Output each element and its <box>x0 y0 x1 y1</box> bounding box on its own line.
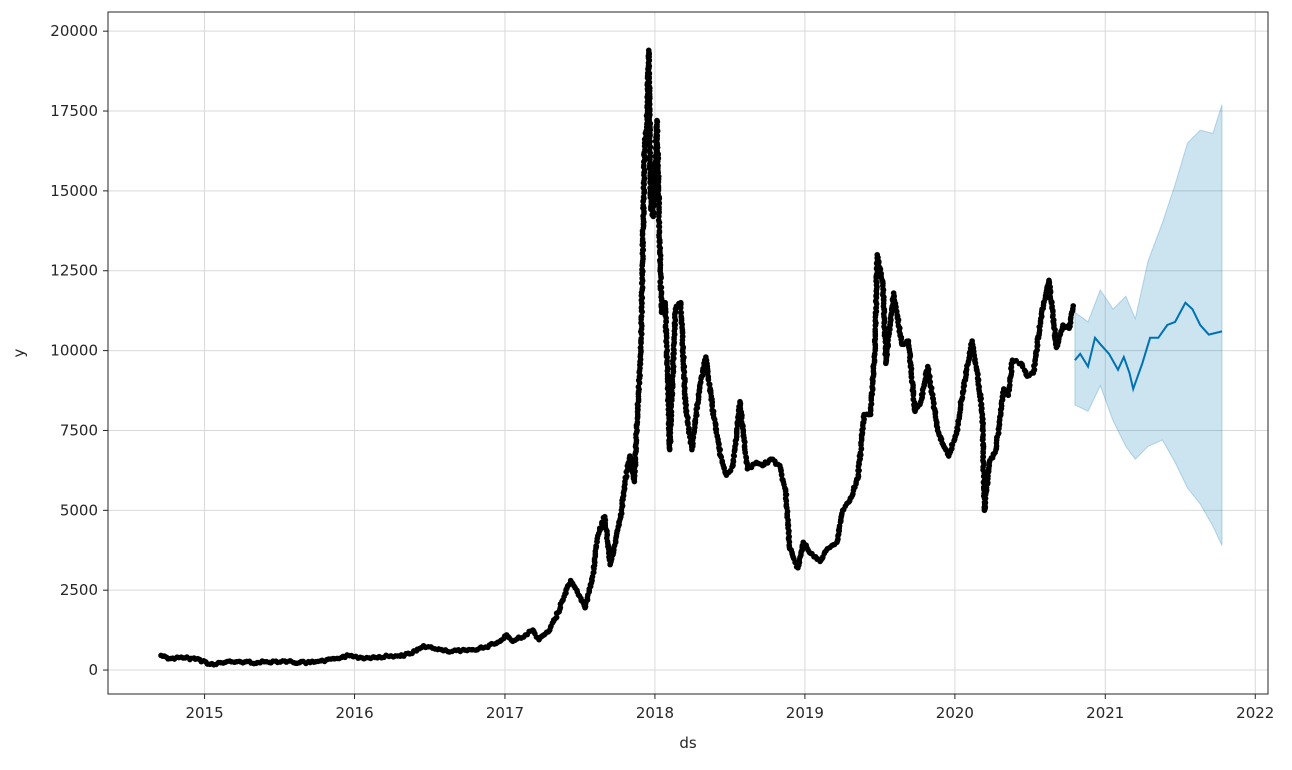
observed-point <box>656 224 663 230</box>
y-tick-label: 0 <box>88 661 98 679</box>
observed-point <box>980 427 986 434</box>
observed-point <box>877 266 884 272</box>
y-tick-label: 2500 <box>60 581 98 599</box>
observed-point <box>656 213 662 220</box>
observed-point <box>959 394 966 401</box>
observed-point <box>640 202 647 209</box>
plot-frame <box>107 11 1269 695</box>
y-tick-label: 12500 <box>50 262 98 280</box>
observed-point <box>1070 303 1077 309</box>
observed-point <box>668 401 675 408</box>
observed-point <box>1047 289 1054 296</box>
observed-point <box>738 415 745 421</box>
y-tick-label: 17500 <box>50 102 98 120</box>
observed-point <box>856 467 862 474</box>
y-tick-label: 15000 <box>50 182 98 200</box>
observed-point <box>647 108 653 114</box>
observed-point <box>855 472 862 478</box>
observed-point <box>638 335 644 342</box>
x-tick-label: 2015 <box>185 704 223 722</box>
observed-point <box>632 455 639 461</box>
observed-point <box>670 346 677 352</box>
x-tick-label: 2020 <box>936 704 974 722</box>
observed-point <box>623 473 630 480</box>
observed-point <box>553 614 560 621</box>
forecast-line <box>1074 301 1223 393</box>
x-tick-label: 2022 <box>1236 704 1274 722</box>
observed-point <box>778 472 785 478</box>
y-axis-label: y <box>10 348 28 357</box>
x-axis-ticks: 2015 2016 2017 2018 2019 2020 2021 2022 <box>185 694 1274 722</box>
observed-point <box>639 247 646 253</box>
x-tick-label: 2017 <box>486 704 524 722</box>
observed-points <box>158 47 1077 668</box>
observed-point <box>598 525 605 532</box>
grid-lines <box>108 12 1268 694</box>
observed-point <box>639 266 645 273</box>
observed-point <box>637 344 644 351</box>
observed-point <box>982 499 989 506</box>
observed-point <box>646 79 652 86</box>
observed-point <box>995 430 1002 436</box>
observed-point <box>705 377 712 383</box>
uncertainty-band <box>1074 104 1223 546</box>
y-tick-label: 20000 <box>50 22 98 40</box>
observed-point <box>908 374 915 381</box>
observed-point <box>677 305 684 312</box>
observed-point <box>709 403 716 409</box>
y-tick-label: 7500 <box>60 421 98 439</box>
y-axis-ticks: 0 2500 5000 7500 10000 12500 15000 17500 20000 <box>50 22 108 679</box>
observed-point <box>699 372 706 379</box>
x-tick-label: 2021 <box>1086 704 1124 722</box>
observed-point <box>639 236 646 242</box>
observed-point <box>730 452 737 459</box>
x-tick-label: 2018 <box>636 704 674 722</box>
observed-point <box>1007 382 1013 388</box>
observed-point <box>646 75 653 82</box>
y-tick-label: 5000 <box>60 501 98 519</box>
observed-point <box>639 284 646 291</box>
observed-point <box>706 381 712 387</box>
observed-point <box>910 392 917 398</box>
x-tick-label: 2016 <box>335 704 373 722</box>
observed-point <box>668 408 674 414</box>
x-axis-label: ds <box>679 734 697 752</box>
observed-point <box>632 468 638 475</box>
x-tick-label: 2019 <box>786 704 824 722</box>
observed-point <box>716 447 723 454</box>
observed-point <box>663 343 670 349</box>
observed-point <box>638 313 645 320</box>
y-tick-label: 10000 <box>50 342 98 360</box>
